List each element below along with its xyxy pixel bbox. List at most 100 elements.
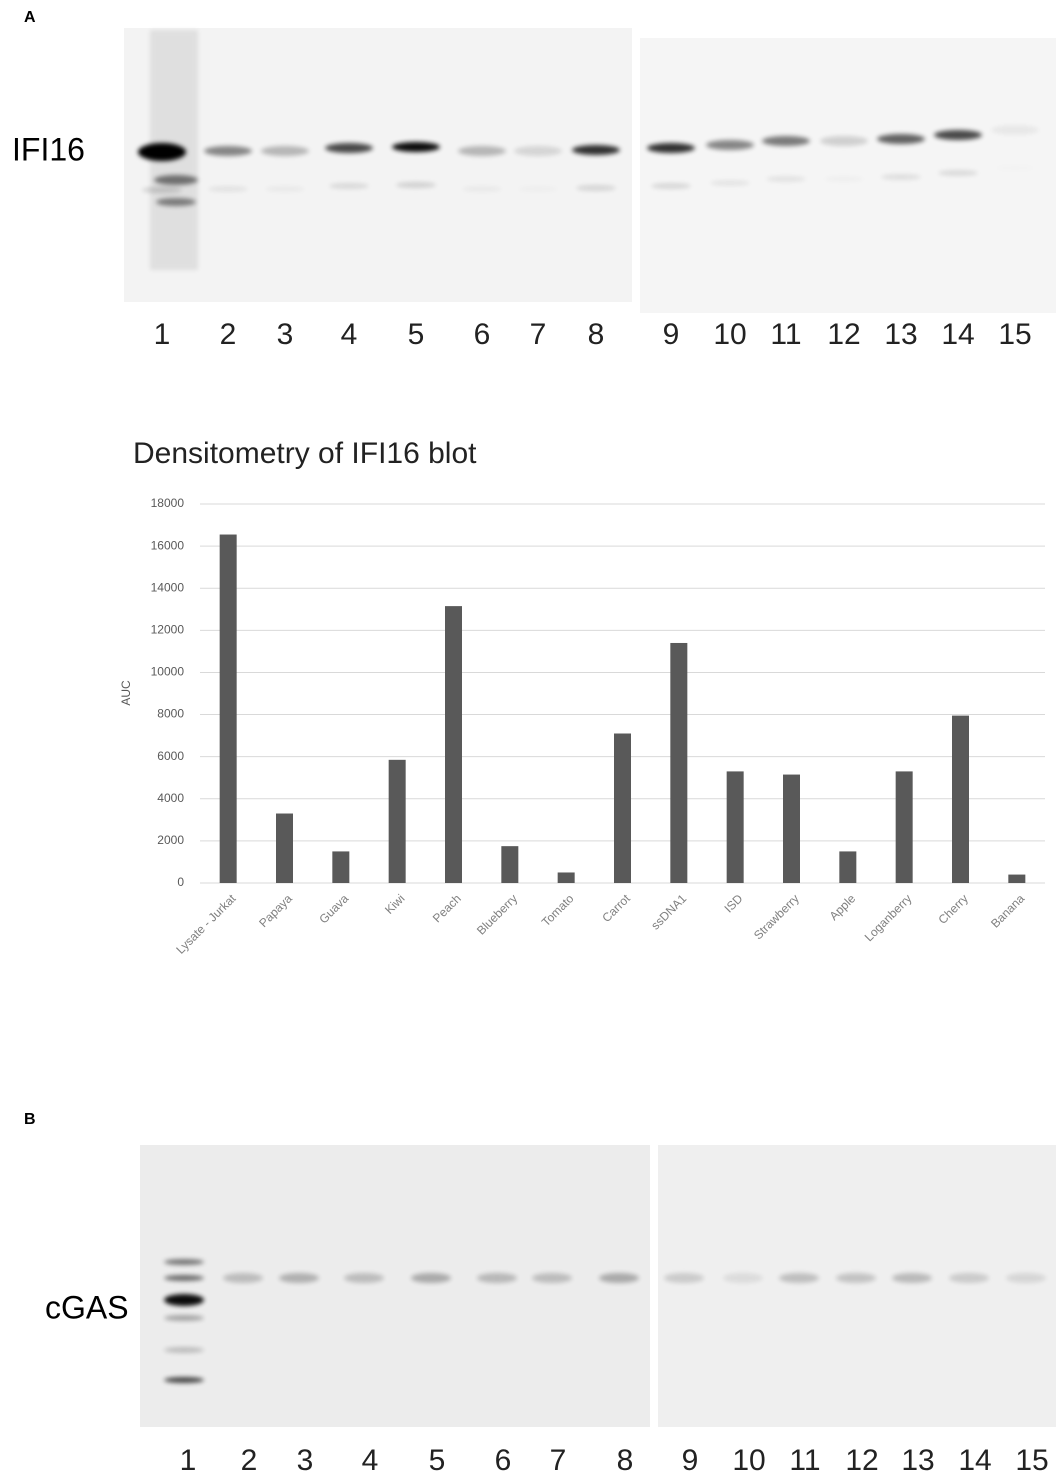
chart-title: Densitometry of IFI16 blot	[133, 437, 477, 470]
lane-label: 14	[958, 1444, 991, 1477]
band	[938, 170, 978, 176]
x-tick-label: Peach	[430, 891, 464, 925]
x-tick-label: Cherry	[935, 891, 970, 926]
band	[164, 1275, 204, 1281]
band	[329, 183, 369, 189]
lane-label: 4	[362, 1444, 379, 1477]
band	[164, 1294, 204, 1306]
band	[261, 146, 309, 156]
band	[892, 1273, 932, 1283]
band	[706, 140, 754, 150]
band	[824, 176, 864, 182]
band	[836, 1273, 876, 1283]
band	[411, 1273, 451, 1283]
band	[164, 1377, 204, 1383]
band	[392, 142, 440, 152]
band	[647, 143, 695, 153]
band	[223, 1273, 263, 1283]
lane-label: 4	[341, 318, 358, 351]
band	[532, 1273, 572, 1283]
band	[208, 186, 248, 192]
band	[164, 1259, 204, 1265]
y-tick-label: 2000	[157, 833, 184, 847]
band	[949, 1273, 989, 1283]
y-axis-label: AUC	[119, 680, 133, 706]
lane-label: 11	[770, 318, 801, 351]
lane-label: 9	[682, 1444, 699, 1477]
y-tick-label: 8000	[157, 707, 184, 721]
band	[934, 130, 982, 140]
band	[1006, 1273, 1046, 1283]
lane-label: 11	[789, 1444, 820, 1477]
band	[881, 174, 921, 180]
band	[477, 1273, 517, 1283]
band	[204, 146, 252, 156]
x-tick-label: Banana	[988, 891, 1027, 930]
band	[325, 143, 373, 153]
bar	[501, 846, 518, 883]
x-tick-label: Papaya	[256, 891, 295, 930]
blot	[640, 38, 1056, 313]
bar	[839, 851, 856, 883]
lane-label: 5	[408, 318, 425, 351]
bar	[220, 535, 237, 883]
lane-label: 5	[429, 1444, 446, 1477]
y-tick-label: 0	[177, 875, 184, 889]
bar	[952, 716, 969, 883]
lane-label: 14	[941, 318, 974, 351]
band	[572, 145, 620, 155]
band	[396, 182, 436, 188]
blot	[124, 28, 632, 302]
bar	[896, 771, 913, 883]
chart: 0200040006000800010000120001400016000180…	[151, 496, 1045, 957]
lane-label: 13	[884, 318, 917, 351]
bar	[558, 872, 575, 883]
band	[576, 185, 616, 191]
blot-label: cGAS	[45, 1289, 129, 1325]
figure: A IFI16 123456789101112131415 Densitomet…	[0, 0, 1056, 1479]
band	[762, 136, 810, 146]
panel-label: B	[24, 1111, 36, 1128]
y-tick-label: 12000	[151, 623, 185, 637]
band	[458, 146, 506, 156]
bar	[332, 851, 349, 883]
lane-label: 1	[154, 318, 171, 351]
x-tick-label: Blueberry	[474, 891, 520, 937]
lane-label: 3	[297, 1444, 314, 1477]
band	[820, 136, 868, 146]
band	[265, 186, 305, 192]
band	[723, 1273, 763, 1283]
lane-label: 10	[732, 1444, 765, 1477]
y-tick-label: 10000	[151, 665, 185, 679]
bar	[670, 643, 687, 883]
x-tick-label: Guava	[316, 891, 351, 926]
band	[710, 180, 750, 186]
y-tick-label: 4000	[157, 791, 184, 805]
band	[779, 1273, 819, 1283]
band	[156, 198, 196, 206]
x-tick-label: Apple	[827, 891, 859, 923]
lane-label: 12	[845, 1444, 878, 1477]
x-tick-label: Loganberry	[862, 891, 915, 944]
lane-label: 15	[1015, 1444, 1048, 1477]
panel-label: A	[24, 9, 36, 26]
band	[462, 186, 502, 192]
band	[514, 146, 562, 156]
band	[995, 165, 1035, 171]
x-tick-label: Tomato	[539, 891, 577, 929]
lane-label: 7	[530, 318, 547, 351]
x-tick-label: Lysate - Jurkat	[173, 891, 239, 957]
lane-label: 8	[617, 1444, 634, 1477]
x-tick-label: Carrot	[599, 891, 633, 925]
lane-labels: 123456789101112131415	[180, 1444, 1049, 1477]
x-tick-label: ISD	[721, 891, 745, 915]
blot-label: IFI16	[12, 131, 85, 167]
band	[599, 1273, 639, 1283]
band	[344, 1273, 384, 1283]
band	[279, 1273, 319, 1283]
lane-label: 8	[588, 318, 605, 351]
lane-label: 15	[998, 318, 1031, 351]
bar	[727, 771, 744, 883]
bar	[389, 760, 406, 883]
